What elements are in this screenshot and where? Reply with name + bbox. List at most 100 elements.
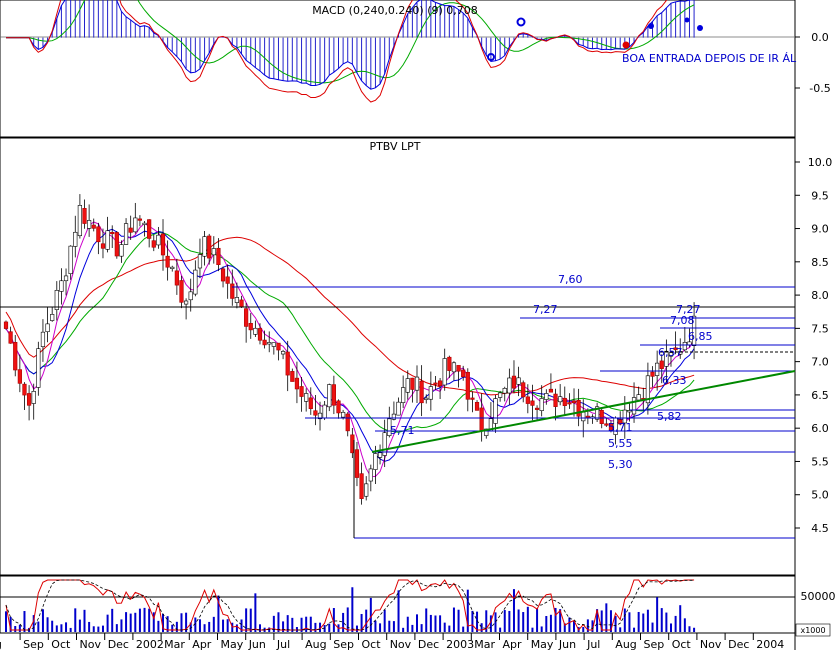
candle-body [262,339,267,346]
candle-body [414,376,420,391]
candle-body [673,347,678,351]
candle-body [336,400,341,414]
x-tick-label: Aug [615,638,636,650]
x-tick-label: Nov [700,638,722,650]
level-label-571b: 5,71 [608,421,633,434]
support-trendline [371,370,796,453]
x-tick-label: Dec [418,638,439,650]
candle-body [664,350,669,367]
candle-body [345,413,350,432]
candle-body [13,341,18,371]
candle-body [479,407,484,431]
candle-body [456,365,461,372]
candle-body [627,410,632,413]
price-ytick: 8.5 [811,256,829,269]
price-ytick: 6.0 [811,422,829,435]
candle-body [622,409,627,424]
moving-average-short [5,228,695,462]
candle-body [401,387,406,403]
candle-body [645,375,651,404]
candle-body [678,351,683,355]
candle-body [207,235,212,259]
candle-body [410,377,415,390]
candle-body [216,247,221,265]
level-label-571a: 5,71 [390,424,415,437]
candle-body [170,266,175,269]
price-title: PTBV LPT [369,140,420,153]
signal-marker [622,41,630,49]
candle-body [465,371,470,400]
candle-body [618,419,623,425]
candle-body [419,380,424,404]
candle-body [391,413,397,420]
x-tick-label: 2004 [756,638,784,650]
level-label-657: 6,57 [658,346,683,359]
candle-body [498,392,503,398]
candle-body [534,407,540,410]
volume-unit: x1000 [800,626,825,635]
candle-body [585,415,590,418]
candle-body [294,377,300,390]
candle-body [31,391,36,404]
candle-body [156,234,161,246]
candle-body [437,380,443,387]
candle-body [530,400,535,406]
signal-marker [697,25,703,31]
candle-body [253,327,258,335]
candle-body [230,283,235,299]
candle-body [382,432,387,456]
candle-body [442,358,447,386]
candle-body [576,400,581,417]
candle-body [188,291,193,301]
x-tick-label: Aug [305,638,326,650]
candle-body [484,428,489,436]
candle-body [100,243,106,249]
candle-body [502,388,507,394]
candle-body [451,362,457,373]
candle-body [151,240,156,248]
price-ytick: 8.0 [811,289,829,302]
candle-body [682,342,687,351]
candle-body [511,375,517,389]
x-tick-label: Apr [192,638,212,650]
candle-body [142,222,147,225]
candle-body [114,232,119,257]
candle-body [470,397,475,400]
candle-body [26,393,32,406]
x-tick-label: Oct [672,638,692,650]
candle-body [91,224,96,229]
x-tick-label: 2002 [136,638,164,650]
signal-marker [684,17,690,23]
candle-body [73,231,78,247]
price-ytick: 5.5 [811,455,829,468]
candle-body [405,378,410,393]
x-tick-label: Oct [362,638,382,650]
candle-body [165,255,170,268]
macd-title: MACD (0,240,0.240) (9) 0,708 [312,4,478,17]
candle-body [54,290,59,310]
x-tick-label: Nov [390,638,412,650]
candle-body [650,371,655,377]
moving-average-mid [5,231,695,433]
candle-body [248,322,253,331]
candle-body [691,315,697,346]
candle-body [184,300,189,305]
volume-bars [5,587,696,632]
price-ytick: 5.0 [811,489,829,502]
candle-body [313,410,318,416]
macd-annotation: BOA ENTRADA DEPOIS DE IR ÁL [622,52,797,65]
candle-body [244,308,249,327]
candle-body [36,348,41,388]
candle-body [147,219,152,239]
signal-marker [516,17,526,27]
candle-body [581,411,586,422]
x-tick-label: Oct [51,638,71,650]
candle-body [396,401,401,416]
x-tick-label: Dec [108,638,129,650]
candle-body [211,248,216,256]
candle-body [197,254,203,269]
candle-body [461,369,466,378]
candle-body [368,468,373,482]
candle-body [257,328,263,341]
